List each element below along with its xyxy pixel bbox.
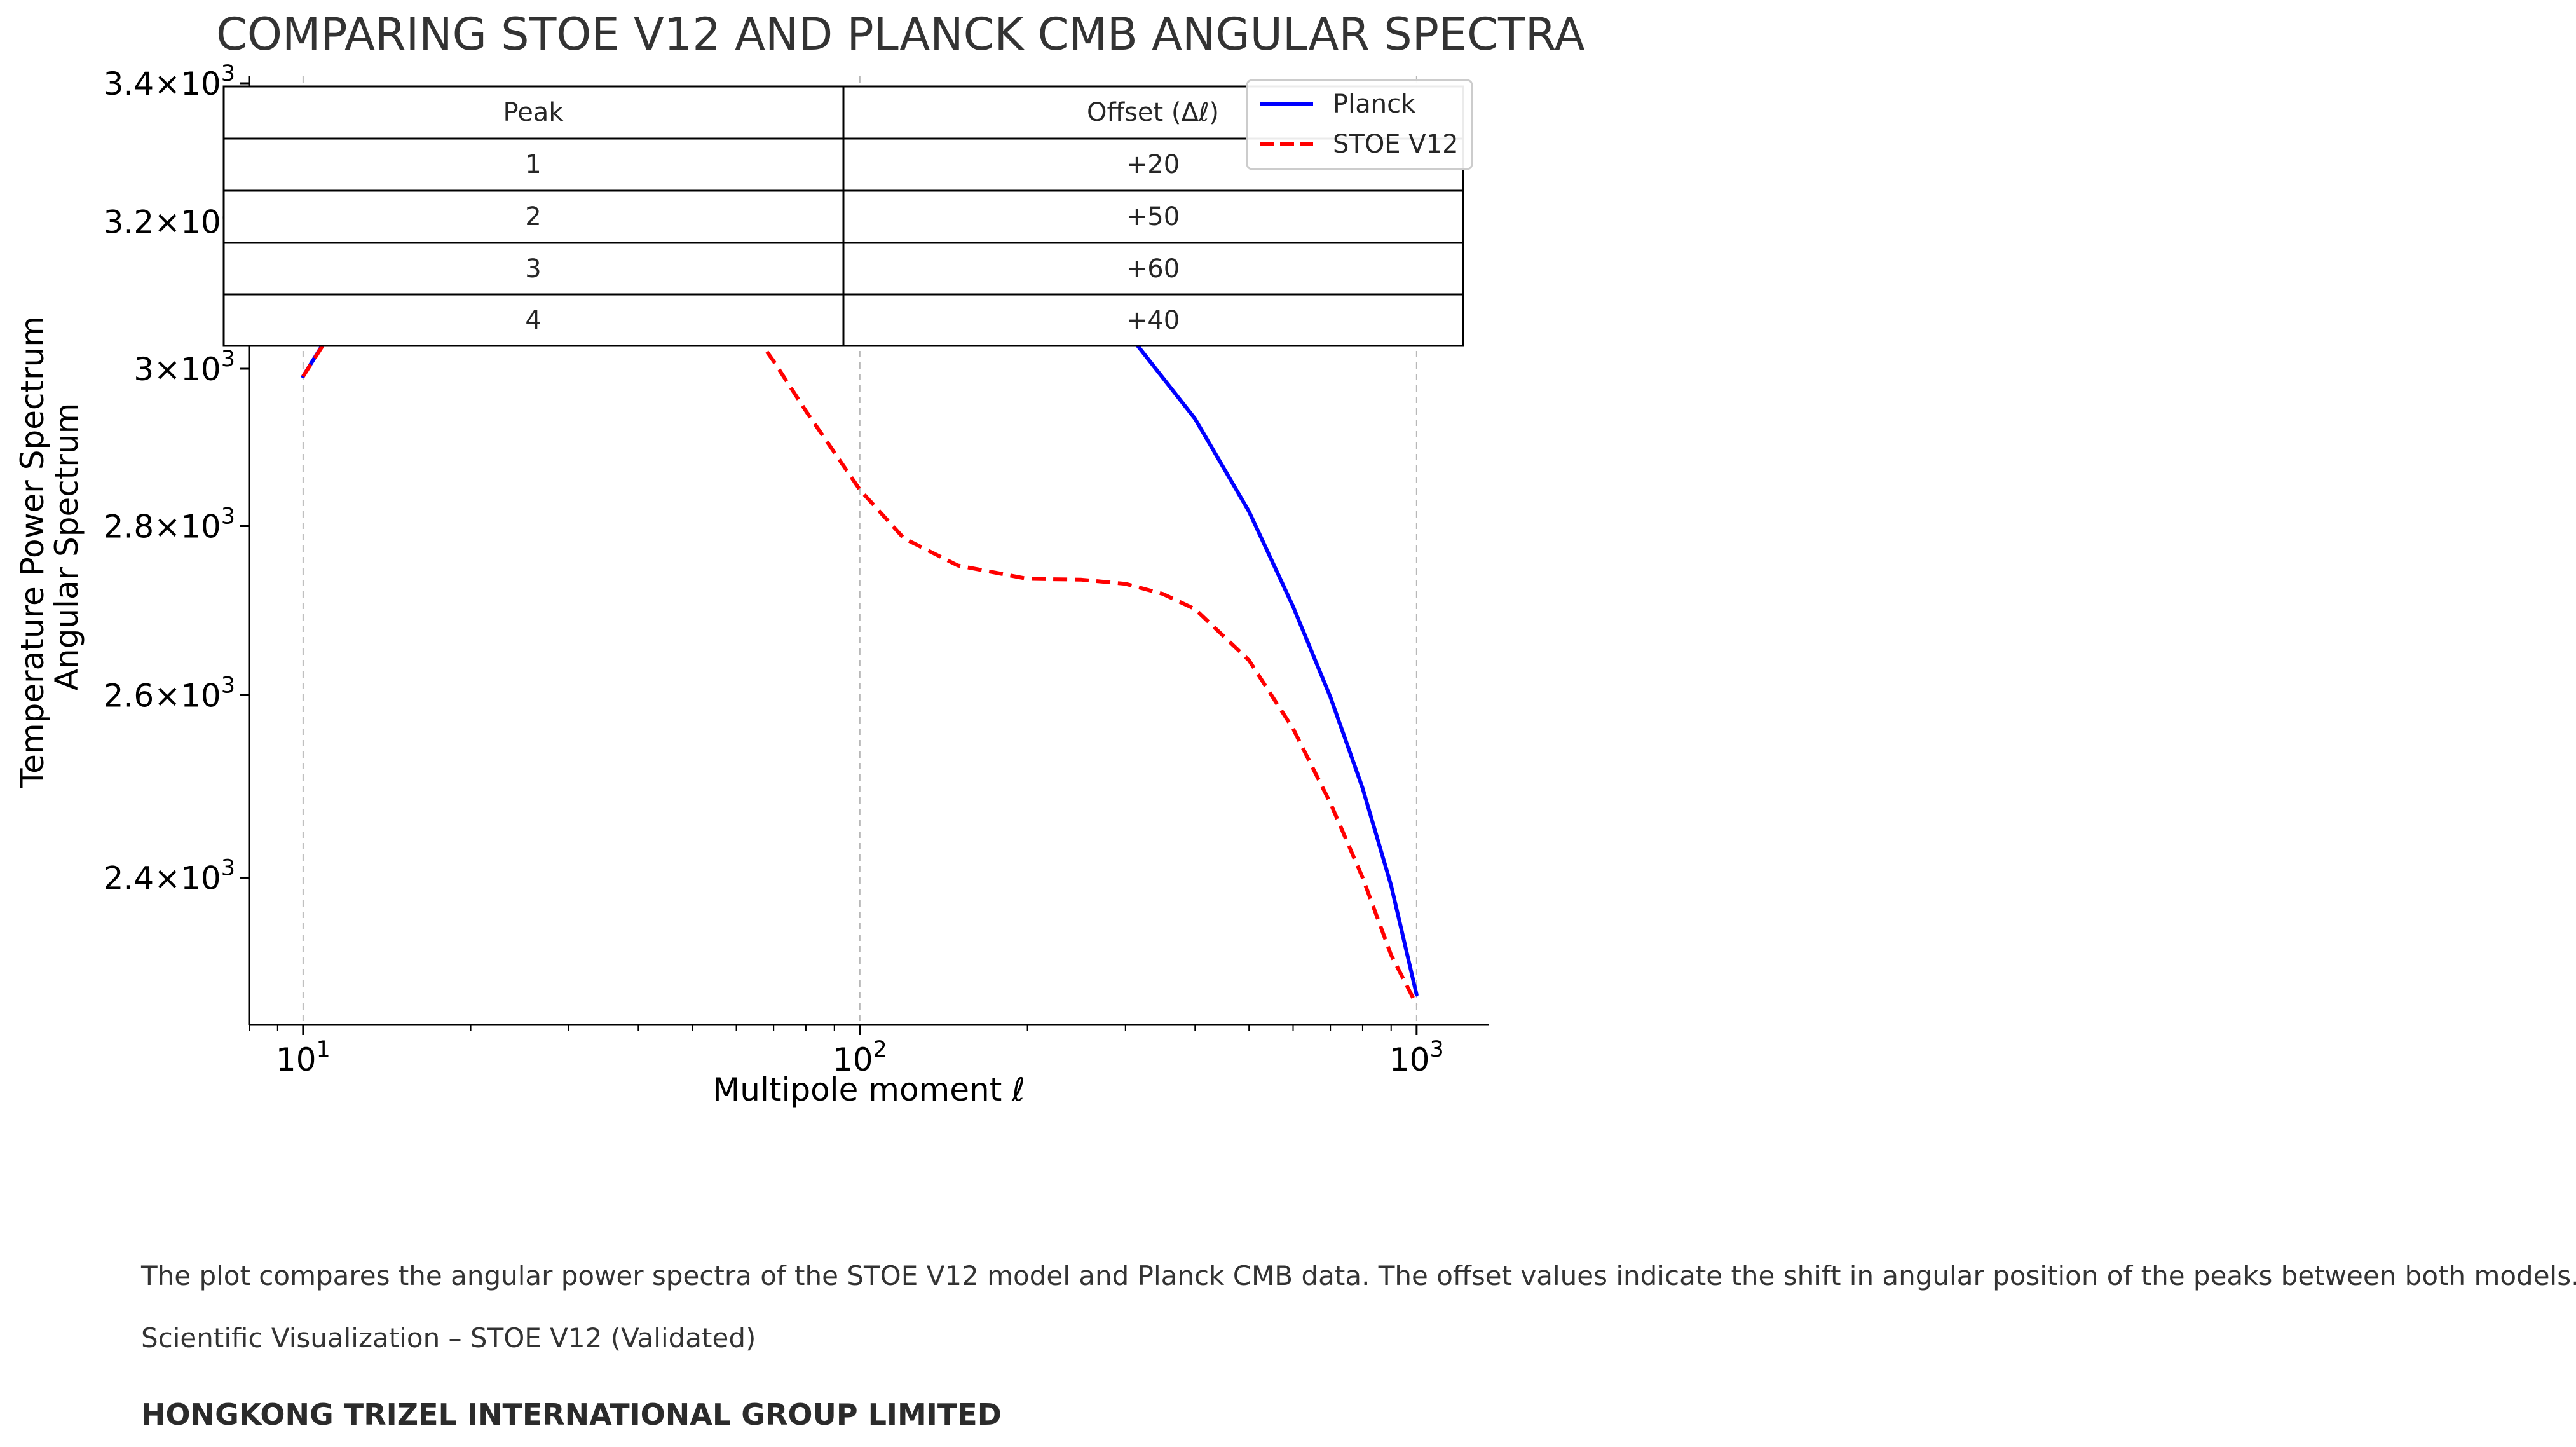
x-tick-label: 101 — [276, 1037, 331, 1078]
table-header-offset: Offset (Δℓ) — [1087, 98, 1219, 127]
y-tick-label: 2.4×103 — [104, 855, 235, 896]
figure-credit: Scientific Visualization – STOE V12 (Val… — [141, 1322, 756, 1354]
company-name: HONGKONG TRIZEL INTERNATIONAL GROUP LIMI… — [141, 1397, 1002, 1432]
chart-title: COMPARING STOE V12 AND PLANCK CMB ANGULA… — [216, 8, 1585, 60]
table-cell-offset: +60 — [1126, 254, 1180, 284]
y-axis-label-line-1: Temperature Power Spectrum — [14, 316, 51, 788]
axis-ticks: 101 102 103 2.4×103 2.6×103 2.8×103 3×103 3.2×1… — [104, 61, 1444, 1078]
y-tick-label: 2.6×103 — [104, 673, 235, 714]
legend-label-stoe: STOE V12 — [1333, 130, 1459, 159]
figure-description: The plot compares the angular power spec… — [141, 1260, 2576, 1291]
y-tick-label: 3×103 — [133, 346, 235, 388]
y-axis-label: Temperature Power Spectrum Angular Spect… — [14, 306, 85, 788]
cmb-spectrum-chart: COMPARING STOE V12 AND PLANCK CMB ANGULA… — [14, 8, 1585, 1108]
x-axis-label: Multipole moment ℓ — [712, 1071, 1025, 1108]
y-tick-label: 2.8×103 — [104, 504, 235, 545]
table-header-peak: Peak — [503, 98, 564, 127]
x-tick-label: 103 — [1389, 1037, 1444, 1078]
legend-label-planck: Planck — [1333, 90, 1416, 119]
y-axis-label-line-2: Angular Spectrum — [48, 403, 85, 691]
x-tick-label: 102 — [833, 1037, 887, 1078]
table-cell-offset: +20 — [1126, 150, 1180, 179]
table-cell-peak: 4 — [525, 306, 541, 335]
table-cell-offset: +40 — [1126, 306, 1180, 335]
table-cell-peak: 1 — [525, 150, 541, 179]
table-cell-peak: 3 — [525, 254, 541, 284]
x-gridlines — [302, 76, 1417, 1025]
table-cell-offset: +50 — [1126, 202, 1180, 231]
table-cell-peak: 2 — [525, 202, 541, 231]
y-tick-label: 3.2×103 — [104, 199, 235, 240]
legend: Planck STOE V12 — [1246, 79, 1473, 170]
y-tick-label: 3.4×103 — [104, 61, 235, 102]
